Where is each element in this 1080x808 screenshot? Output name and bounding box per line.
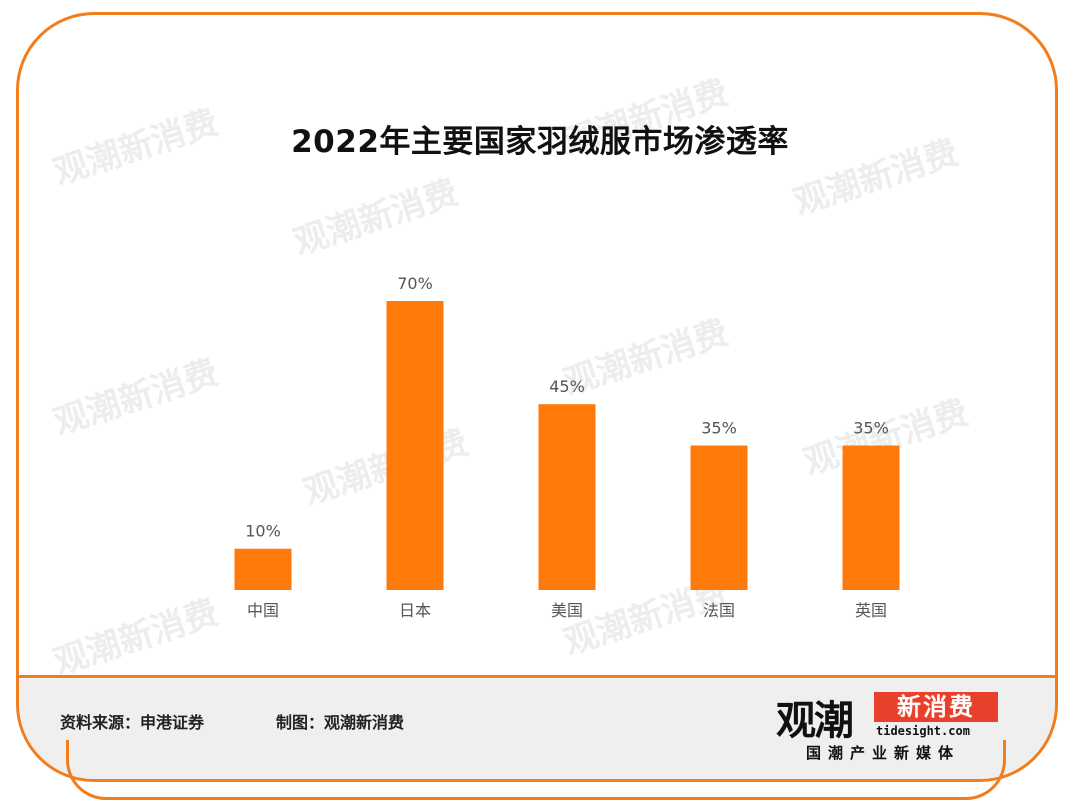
bar-4 bbox=[842, 445, 900, 590]
card-shadow-frame bbox=[66, 740, 1006, 800]
chart-title: 2022年主要国家羽绒服市场渗透率 bbox=[291, 124, 789, 160]
data-label-0: 10% bbox=[245, 522, 281, 541]
x-tick-label-4: 英国 bbox=[855, 601, 887, 620]
bar-3 bbox=[690, 445, 748, 590]
bar-1 bbox=[386, 301, 444, 590]
logo-domain: tidesight.com bbox=[876, 724, 970, 738]
logo-tagline: 国潮产业新媒体 bbox=[806, 744, 961, 762]
data-label-3: 35% bbox=[701, 419, 737, 438]
logo-main-text: 观潮 bbox=[776, 697, 854, 744]
bar-0 bbox=[234, 548, 292, 590]
data-label-2: 45% bbox=[549, 377, 585, 396]
brand-logo: 观潮 新消费 tidesight.com 国潮产业新媒体 bbox=[776, 688, 1000, 764]
data-label-4: 35% bbox=[853, 419, 889, 438]
data-label-1: 70% bbox=[397, 274, 433, 293]
logo-side-text: 新消费 bbox=[874, 692, 998, 722]
credit-note: 制图：观潮新消费 bbox=[276, 713, 405, 732]
source-note: 资料来源：申港证券 bbox=[60, 713, 205, 732]
x-tick-label-2: 美国 bbox=[551, 601, 583, 620]
x-tick-label-3: 法国 bbox=[703, 601, 735, 620]
chart-card bbox=[16, 12, 1058, 782]
bar-2 bbox=[538, 404, 596, 590]
x-tick-label-0: 中国 bbox=[247, 601, 279, 620]
x-tick-label-1: 日本 bbox=[399, 601, 431, 620]
